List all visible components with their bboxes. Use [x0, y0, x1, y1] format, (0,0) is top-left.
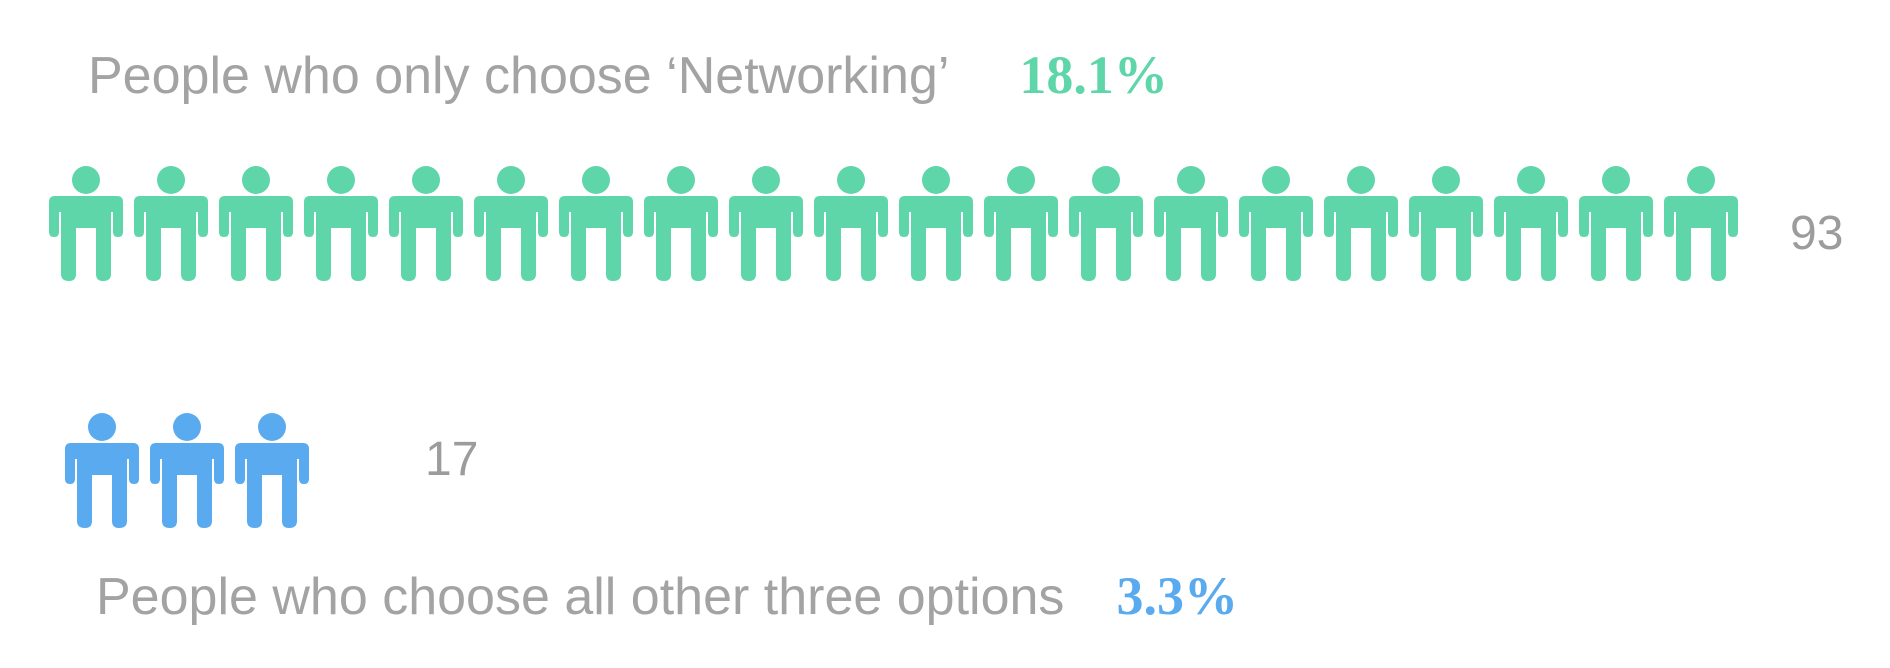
networking-only-label: People who only choose ‘Networking’ 18.1…	[88, 44, 1168, 106]
networking-only-person-icon	[729, 166, 803, 281]
networking-only-icons	[49, 166, 1738, 281]
networking-only-person-icon	[1664, 166, 1738, 281]
networking-only-person-icon	[219, 166, 293, 281]
networking-only-person-icon	[1154, 166, 1228, 281]
all-other-three-percent: 3.3%	[1116, 566, 1238, 626]
networking-only-person-icon	[1579, 166, 1653, 281]
networking-only-percent: 18.1%	[1019, 45, 1168, 105]
networking-only-person-icon	[984, 166, 1058, 281]
networking-only-person-icon	[644, 166, 718, 281]
all-other-three-person-icon	[235, 413, 309, 528]
networking-only-person-icon	[814, 166, 888, 281]
networking-only-label-text: People who only choose ‘Networking’	[88, 47, 950, 105]
networking-only-person-icon	[559, 166, 633, 281]
networking-only-person-icon	[134, 166, 208, 281]
networking-only-person-icon	[49, 166, 123, 281]
all-other-three-person-icon	[65, 413, 139, 528]
all-other-three-label: People who choose all other three option…	[96, 565, 1238, 627]
networking-only-person-icon	[1324, 166, 1398, 281]
networking-only-person-icon	[1494, 166, 1568, 281]
networking-only-count: 93	[1790, 207, 1844, 260]
networking-only-person-icon	[1409, 166, 1483, 281]
networking-only-person-icon	[1239, 166, 1313, 281]
all-other-three-label-text: People who choose all other three option…	[96, 568, 1065, 626]
networking-only-person-icon	[304, 166, 378, 281]
networking-only-person-icon	[389, 166, 463, 281]
all-other-three-person-icon	[320, 413, 394, 528]
networking-only-person-icon	[474, 166, 548, 281]
all-other-three-person-icon	[150, 413, 224, 528]
networking-only-person-icon	[1069, 166, 1143, 281]
all-other-three-count: 17	[425, 433, 479, 486]
networking-only-person-icon	[899, 166, 973, 281]
all-other-three-icons	[65, 413, 394, 528]
